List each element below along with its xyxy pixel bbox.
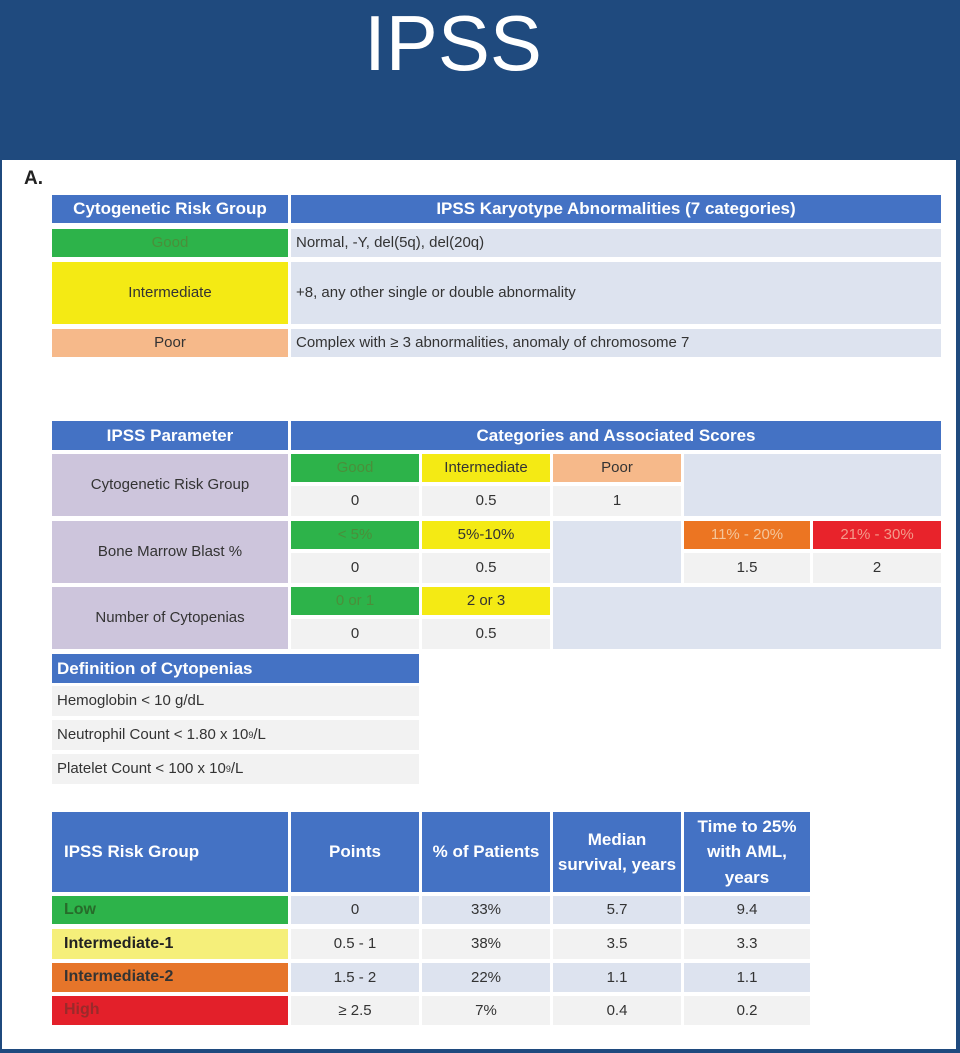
risk-pct-int2: 22% [422,963,550,992]
risk-points-low: 0 [291,896,419,924]
slide-content: A. Cytogenetic Risk Group IPSS Karyotype… [2,160,956,1049]
risk-pct-int1: 38% [422,929,550,959]
page-title: IPSS [364,0,542,87]
risk-header-aml: Time to 25% with AML, years [684,812,810,892]
param-cytopenia-empty [553,587,941,649]
param-cyto-empty [684,454,941,516]
definition-item: Neutrophil Count < 1.80 x 10 9/L [52,720,419,750]
cyto-group-poor: Poor [52,329,288,357]
param-cyto-score-poor: 1 [553,486,681,516]
param-cytopenia-score-2-3: 0.5 [422,619,550,649]
param-cyto-poor: Poor [553,454,681,482]
definition-item: Hemoglobin < 10 g/dL [52,686,419,716]
cyto-desc-poor: Complex with ≥ 3 abnormalities, anomaly … [291,329,941,357]
param-cyto-score-intermediate: 0.5 [422,486,550,516]
param-cyto-intermediate: Intermediate [422,454,550,482]
risk-survival-low: 5.7 [553,896,681,924]
param-blast-score-5-10: 0.5 [422,553,550,583]
param-header-parameter: IPSS Parameter [52,421,288,450]
risk-group-high: High [52,996,288,1025]
risk-header-patients: % of Patients [422,812,550,892]
cyto-group-good: Good [52,229,288,257]
section-label: A. [24,168,43,189]
risk-points-int2: 1.5 - 2 [291,963,419,992]
param-cytopenia-score-0-1: 0 [291,619,419,649]
definition-item: Platelet Count < 100 x 10 9/L [52,754,419,784]
param-blast-empty [553,521,681,583]
cyto-header-group: Cytogenetic Risk Group [52,195,288,223]
param-blast-score-21-30: 2 [813,553,941,583]
risk-points-int1: 0.5 - 1 [291,929,419,959]
risk-header-group: IPSS Risk Group [52,812,288,892]
risk-group-low: Low [52,896,288,924]
risk-group-int2: Intermediate-2 [52,963,288,992]
risk-survival-int2: 1.1 [553,963,681,992]
risk-aml-high: 0.2 [684,996,810,1025]
risk-header-points: Points [291,812,419,892]
cyto-group-intermediate: Intermediate [52,262,288,324]
cyto-header-abnormalities: IPSS Karyotype Abnormalities (7 categori… [291,195,941,223]
risk-aml-int1: 3.3 [684,929,810,959]
param-label-cytopenias: Number of Cytopenias [52,587,288,649]
title-bar: IPSS [0,0,960,160]
cyto-desc-intermediate: +8, any other single or double abnormali… [291,262,941,324]
param-header-categories: Categories and Associated Scores [291,421,941,450]
cyto-desc-good: Normal, -Y, del(5q), del(20q) [291,229,941,257]
risk-pct-low: 33% [422,896,550,924]
param-blast-lt5: < 5% [291,521,419,549]
risk-pct-high: 7% [422,996,550,1025]
param-blast-5-10: 5%-10% [422,521,550,549]
param-label-cytogenetic: Cytogenetic Risk Group [52,454,288,516]
risk-aml-int2: 1.1 [684,963,810,992]
param-blast-11-20: 11% - 20% [684,521,810,549]
risk-survival-high: 0.4 [553,996,681,1025]
param-cyto-good: Good [291,454,419,482]
param-label-blast: Bone Marrow Blast % [52,521,288,583]
risk-points-high: ≥ 2.5 [291,996,419,1025]
risk-group-int1: Intermediate-1 [52,929,288,959]
param-cytopenia-2-3: 2 or 3 [422,587,550,615]
definition-header: Definition of Cytopenias [52,654,419,683]
param-blast-score-11-20: 1.5 [684,553,810,583]
param-blast-21-30: 21% - 30% [813,521,941,549]
param-cytopenia-0-1: 0 or 1 [291,587,419,615]
risk-header-survival: Median survival, years [553,812,681,892]
param-cyto-score-good: 0 [291,486,419,516]
risk-aml-low: 9.4 [684,896,810,924]
risk-survival-int1: 3.5 [553,929,681,959]
param-blast-score-lt5: 0 [291,553,419,583]
